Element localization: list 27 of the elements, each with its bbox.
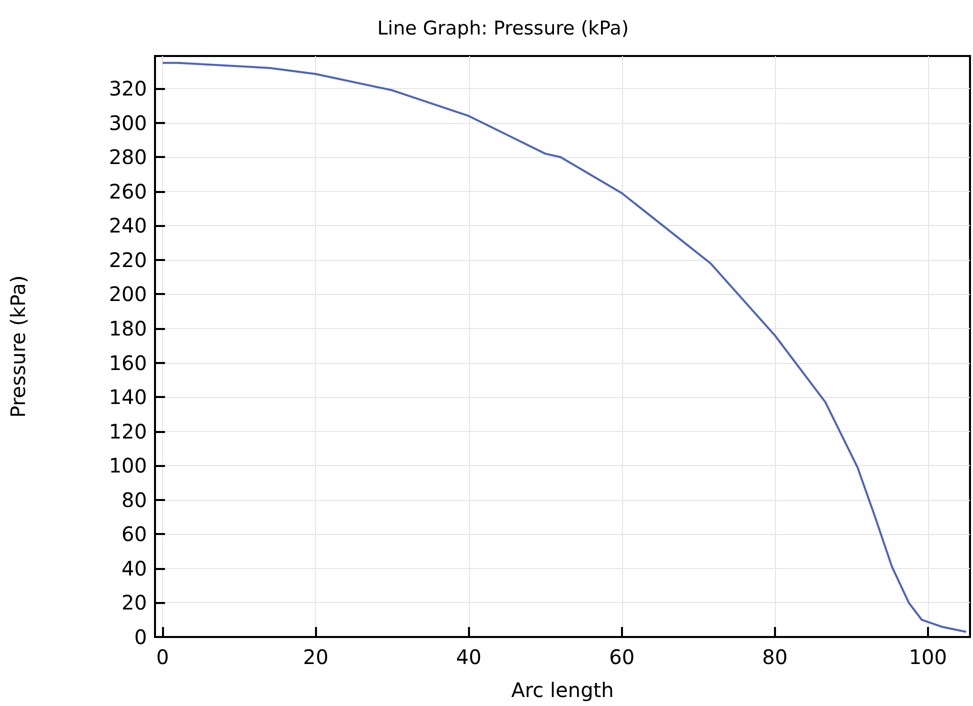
y-tick-label: 0 <box>134 625 147 649</box>
x-tick-label: 0 <box>156 645 170 669</box>
y-axis-title: Pressure (kPa) <box>6 275 30 418</box>
y-tick-label: 20 <box>122 590 147 615</box>
x-axis-title: Arc length <box>511 678 614 702</box>
y-tick-label: 220 <box>108 248 147 272</box>
y-tick-label: 40 <box>122 556 147 580</box>
x-tick-label: 80 <box>762 645 788 669</box>
x-tick-label: 60 <box>609 645 635 669</box>
chart-title: Line Graph: Pressure (kPa) <box>377 18 629 40</box>
y-tick-label: 80 <box>122 488 147 512</box>
y-tick-label: 240 <box>108 214 147 238</box>
y-tick-label: 200 <box>108 282 147 306</box>
y-tick-label: 320 <box>108 76 147 101</box>
y-tick-label: 280 <box>108 145 147 170</box>
y-tick-label: 140 <box>108 385 147 410</box>
y-tick-label: 180 <box>108 316 147 341</box>
y-tick-label: 100 <box>108 454 147 478</box>
y-tick-label: 120 <box>108 419 147 444</box>
x-tick-label: 20 <box>302 645 328 669</box>
x-tick-label: 100 <box>908 645 948 669</box>
y-tick-label: 60 <box>122 522 147 546</box>
line-series <box>162 62 968 633</box>
y-tick-label: 160 <box>108 350 147 375</box>
y-tick-label: 260 <box>108 179 147 204</box>
y-tick-label: 300 <box>108 110 147 135</box>
x-tick-label: 40 <box>456 645 482 669</box>
